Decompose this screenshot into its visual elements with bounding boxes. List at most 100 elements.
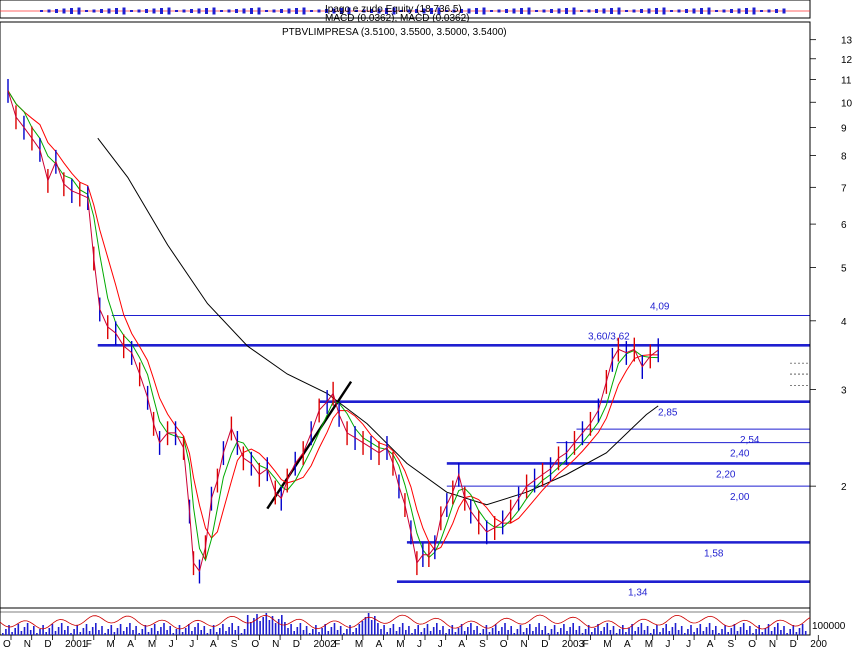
volume-bar	[643, 630, 646, 635]
volume-bar	[203, 626, 206, 635]
volume-bar	[138, 633, 140, 635]
top-volume-bar	[557, 8, 561, 14]
volume-bar	[29, 630, 32, 635]
volume-bar	[219, 628, 221, 635]
top-volume-bar	[610, 8, 613, 14]
volume-bar	[798, 628, 801, 635]
volume-bar	[395, 631, 398, 635]
volume-bar	[367, 613, 370, 635]
volume-bar	[305, 626, 308, 635]
volume-bar	[188, 624, 190, 635]
volume-bar	[157, 631, 159, 635]
top-volume-bar	[482, 7, 486, 15]
top-volume-bar	[347, 7, 351, 15]
volume-bar	[141, 629, 144, 635]
y-tick-label: 12	[841, 55, 853, 66]
y-tick-label: 7	[841, 183, 847, 194]
volume-bar	[460, 624, 463, 635]
volume-bar	[169, 626, 171, 635]
x-tick-label: O	[251, 639, 259, 649]
volume-bar	[175, 629, 178, 635]
volume-bar	[45, 632, 47, 635]
volume-bar	[181, 632, 184, 635]
volume-bar	[674, 623, 677, 635]
volume-bar	[389, 628, 392, 635]
volume-bar	[600, 631, 602, 635]
top-volume-bar	[692, 8, 696, 14]
volume-bar	[780, 630, 782, 635]
x-tick-label: A	[458, 639, 465, 649]
top-volume-bar	[257, 7, 261, 15]
top-volume-bar	[595, 9, 598, 13]
volume-bar	[256, 614, 258, 635]
volume-bar	[26, 623, 29, 635]
volume-bar	[699, 624, 702, 635]
volume-bar	[358, 624, 361, 635]
y-tick-label: 8	[841, 151, 847, 162]
oscillator	[0, 614, 811, 630]
x-tick-label: A	[707, 639, 714, 649]
volume-bar	[355, 628, 357, 635]
volume-bar	[284, 622, 286, 635]
top-volume-bar	[625, 10, 628, 12]
top-volume-bar	[242, 8, 246, 14]
oscillator-line	[0, 614, 811, 630]
x-tick-label: M	[148, 639, 156, 649]
volume-bar	[693, 632, 695, 635]
volume-bar	[702, 631, 705, 635]
x-tick-label: N	[521, 639, 528, 649]
top-volume-bar	[362, 9, 366, 13]
volume-bar	[144, 625, 147, 635]
volume-bar	[792, 625, 795, 635]
volume-bar	[473, 630, 475, 635]
volume-bar	[237, 626, 240, 635]
top-volume-bar	[70, 8, 73, 14]
volume-bar	[529, 624, 531, 635]
volume-bar	[718, 633, 720, 635]
volume-bar	[597, 624, 599, 635]
volume-bar	[532, 631, 534, 635]
top-volume-bar	[677, 9, 681, 13]
top-volume-bar	[572, 7, 576, 15]
y-axis: 13 12 11 10 9 8 7 6 5 4 3 2	[809, 22, 853, 608]
volume-bar	[687, 629, 689, 635]
x-tick-label: 2001	[65, 639, 88, 649]
volume-bar	[432, 627, 435, 635]
level-label: 1,34	[628, 588, 648, 599]
volume-bar	[569, 627, 571, 635]
volume-bar	[594, 628, 596, 635]
volume-bar	[231, 623, 233, 635]
volume-bar	[321, 628, 323, 635]
volume-bar	[733, 624, 736, 635]
volume-bar	[482, 629, 485, 635]
volume-bar	[414, 629, 416, 635]
y-tick-label: 11	[841, 76, 852, 87]
top-volume-bar	[737, 8, 741, 14]
volume-bar	[2, 633, 4, 635]
top-volume-bar	[715, 10, 718, 12]
top-volume-bar	[340, 8, 343, 14]
volume-bar	[429, 631, 432, 635]
top-volume-bar	[280, 9, 283, 13]
volume-bar	[48, 628, 51, 635]
top-volume-bar	[760, 10, 763, 12]
top-volume-bar	[775, 9, 778, 13]
volume-bar	[67, 626, 69, 635]
volume-bar	[302, 630, 305, 635]
x-tick-label: J	[438, 639, 443, 649]
top-indicator-panel	[0, 0, 811, 19]
top-volume-bar	[745, 8, 748, 14]
volume-bar	[752, 633, 754, 635]
volume-bar	[160, 627, 162, 635]
x-tick-label: N	[769, 639, 776, 649]
volume-bar	[541, 630, 543, 635]
y-tick-label: 4	[841, 317, 847, 328]
volume-bar	[696, 628, 698, 635]
top-volume-bar	[182, 9, 186, 13]
volume-bar	[194, 627, 196, 635]
volume-bar	[64, 630, 66, 635]
volume-bar	[767, 624, 770, 635]
volume-bar	[42, 625, 44, 635]
top-volume-bar	[55, 9, 58, 13]
